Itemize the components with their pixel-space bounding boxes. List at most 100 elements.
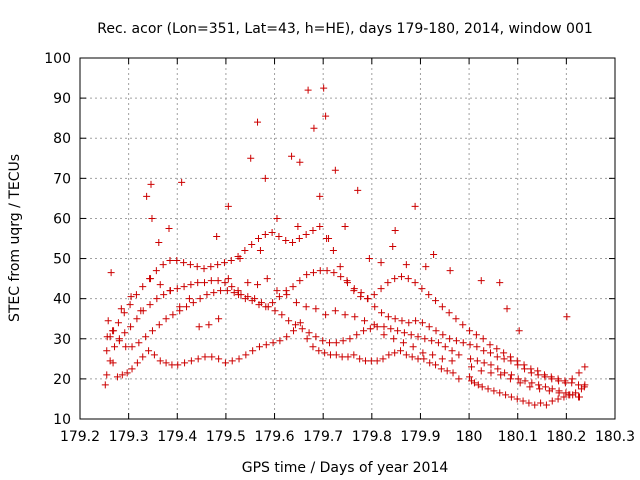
data-point: [407, 331, 415, 339]
plot-frame: [79, 57, 616, 420]
data-point: [320, 84, 328, 92]
data-point: [426, 359, 434, 367]
data-point: [291, 321, 299, 329]
data-point: [506, 353, 514, 361]
data-point: [560, 393, 568, 401]
x-tick-label: 179.8: [352, 429, 392, 445]
data-point: [262, 341, 270, 349]
data-point: [470, 379, 478, 387]
data-point: [111, 343, 119, 351]
data-point: [439, 331, 447, 339]
data-point: [316, 192, 324, 200]
data-point: [332, 339, 340, 347]
data-point: [554, 375, 562, 383]
data-point: [418, 319, 426, 327]
data-point: [446, 267, 454, 275]
data-point: [422, 263, 430, 271]
data-point: [353, 331, 361, 339]
data-point: [244, 293, 252, 301]
y-axis-label: STEC from uqrg / TECUs: [7, 154, 23, 322]
data-point: [173, 257, 181, 265]
data-point: [103, 333, 111, 341]
data-point: [494, 365, 502, 373]
x-tick-label: 179.3: [109, 429, 149, 445]
y-tick-label: 70: [53, 171, 71, 187]
data-point: [563, 313, 571, 321]
data-point: [428, 337, 436, 345]
data-point: [168, 361, 176, 369]
data-point: [139, 353, 147, 361]
data-point: [224, 275, 232, 283]
data-point: [195, 323, 203, 331]
data-point: [257, 299, 265, 307]
data-point: [519, 397, 527, 405]
data-point: [321, 349, 329, 357]
data-point: [520, 361, 528, 369]
data-point: [107, 269, 115, 277]
data-point: [339, 337, 347, 345]
data-point: [425, 291, 433, 299]
data-point: [302, 303, 310, 311]
data-point: [473, 357, 481, 365]
data-point: [527, 365, 535, 373]
data-point: [581, 363, 589, 371]
data-point: [148, 327, 156, 335]
data-point: [215, 355, 223, 363]
data-point: [133, 315, 141, 323]
data-point: [236, 255, 244, 263]
data-point: [437, 365, 445, 373]
data-point: [208, 353, 216, 361]
data-point: [189, 299, 197, 307]
y-tick-label: 30: [53, 332, 71, 348]
data-point: [181, 359, 189, 367]
data-point: [122, 343, 130, 351]
y-tick-label: 10: [53, 412, 71, 428]
data-point: [507, 371, 515, 379]
data-point: [156, 357, 164, 365]
data-point: [419, 349, 427, 357]
data-point: [336, 263, 344, 271]
data-point: [201, 353, 209, 361]
data-point: [400, 329, 408, 337]
data-point: [174, 361, 182, 369]
data-point: [361, 317, 369, 325]
data-point: [452, 337, 460, 345]
data-point: [310, 124, 318, 132]
data-point: [103, 347, 111, 355]
data-point: [341, 311, 349, 319]
data-point: [223, 287, 231, 295]
data-point: [536, 385, 544, 393]
data-point: [289, 239, 297, 247]
data-point: [147, 275, 155, 283]
data-point: [275, 232, 283, 240]
data-point: [545, 387, 553, 395]
data-point: [478, 383, 486, 391]
y-tick-labels: 10 20 30 40 50 60 70 80 90 100: [44, 51, 71, 428]
data-point: [490, 387, 498, 395]
data-point: [288, 152, 296, 160]
data-point: [443, 367, 451, 375]
data-point: [183, 303, 191, 311]
data-point: [503, 305, 511, 313]
data-point: [294, 222, 302, 230]
data-point: [322, 311, 330, 319]
data-point: [500, 355, 508, 363]
grid: [80, 58, 615, 419]
data-point: [155, 321, 163, 329]
data-point: [113, 373, 121, 381]
data-point: [128, 343, 136, 351]
y-tick-label: 80: [53, 131, 71, 147]
data-point: [501, 369, 509, 377]
data-point: [329, 247, 337, 255]
data-point: [251, 295, 259, 303]
data-point: [296, 158, 304, 166]
chart-title: Rec. acor (Lon=351, Lat=43, h=HE), days …: [97, 21, 593, 37]
data-point: [555, 389, 563, 397]
data-point: [114, 319, 122, 327]
data-point: [213, 232, 221, 240]
data-point: [312, 305, 320, 313]
data-point: [148, 214, 156, 222]
data-point: [117, 305, 125, 313]
data-point: [159, 261, 167, 269]
data-point: [389, 243, 397, 251]
